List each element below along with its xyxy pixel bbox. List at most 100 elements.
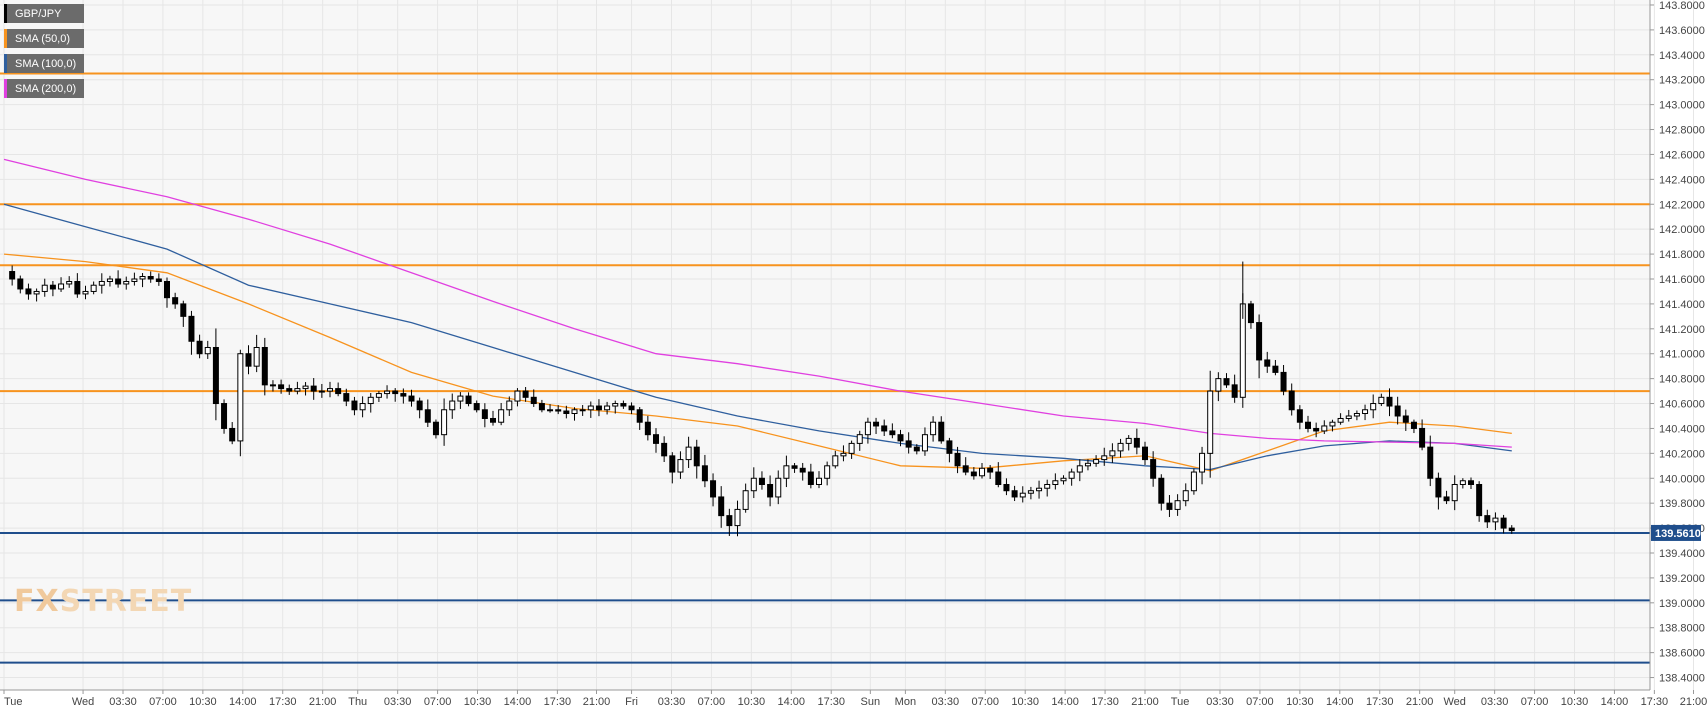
candle-bearish (180, 303, 187, 317)
candle-bullish (106, 278, 113, 282)
x-tick-label: 03:30 (1481, 696, 1509, 708)
candle-bullish (302, 385, 309, 390)
candle-bullish (1019, 492, 1026, 498)
legend-item-sma-200[interactable]: SMA (200,0) (4, 79, 85, 98)
y-tick-label: 139.8000 (1659, 498, 1705, 510)
y-tick-label: 140.6000 (1659, 399, 1705, 411)
candle-bearish (1443, 496, 1450, 502)
candle-bearish (726, 515, 733, 527)
candle-bearish (538, 403, 545, 411)
candle-bullish (1215, 378, 1222, 392)
candle-bullish (1207, 390, 1214, 454)
candle-bearish (970, 471, 977, 477)
candle-bearish (408, 395, 415, 402)
x-tick-label: 10:30 (1011, 696, 1039, 708)
sma-line (3, 203, 1512, 471)
candle-bearish (1142, 446, 1148, 461)
candle-bullish (1378, 396, 1385, 405)
candle-bullish (1182, 490, 1189, 502)
candle-bearish (1500, 517, 1507, 529)
candle-bearish (1256, 322, 1263, 361)
candle-bearish (392, 390, 399, 395)
candle-bearish (424, 409, 431, 423)
candle-bearish (718, 496, 725, 517)
x-tick-label: Thu (348, 696, 367, 708)
candle-bearish (962, 465, 969, 473)
x-tick-label: Wed (72, 696, 94, 708)
y-tick-label: 138.6000 (1659, 648, 1705, 660)
candle-bearish (522, 390, 529, 398)
legend-item-sma-100[interactable]: SMA (100,0) (4, 54, 85, 73)
candle-bearish (1288, 390, 1295, 411)
candle-bullish (1329, 421, 1336, 427)
candle-bullish (58, 283, 65, 290)
x-tick-label: 14:00 (1326, 696, 1354, 708)
x-tick-label: Wed (1443, 696, 1465, 708)
candle-bearish (490, 417, 496, 423)
legend-swatch-sma-200 (4, 79, 7, 98)
candle-bullish (1068, 471, 1075, 479)
candle-bearish (1508, 527, 1515, 532)
candle-bullish (1451, 483, 1458, 502)
candle-bullish (848, 442, 855, 454)
candle-bullish (318, 390, 325, 393)
candle-bearish (465, 395, 472, 405)
legend-label-sma-200: SMA (200,0) (15, 82, 77, 95)
x-tick-label: 03:30 (384, 696, 412, 708)
y-tick-label: 140.2000 (1659, 448, 1705, 460)
candle-bearish (172, 297, 179, 305)
candle-bearish (1158, 477, 1165, 504)
candle-bullish (979, 467, 985, 477)
candle-bearish (1410, 421, 1417, 429)
candle-bearish (473, 403, 480, 411)
candle-bearish (278, 384, 285, 390)
x-tick-label: 17:30 (1641, 696, 1669, 708)
candle-bearish (595, 405, 602, 411)
legend-item-sma-50[interactable]: SMA (50,0) (4, 29, 85, 48)
candle-bullish (1199, 452, 1206, 473)
y-tick-label: 143.2000 (1659, 75, 1705, 87)
candle-bearish (343, 393, 350, 402)
x-tick-label: 07:00 (1521, 696, 1549, 708)
candle-bearish (873, 421, 880, 427)
candle-bearish (196, 340, 203, 355)
candle-bearish (1484, 515, 1491, 523)
candle-bearish (1419, 427, 1426, 448)
candle-bearish (164, 280, 170, 299)
x-tick-label: 03:30 (932, 696, 960, 708)
candle-bullish (930, 421, 937, 436)
legend-label-sma-100: SMA (100,0) (15, 57, 77, 70)
candle-bearish (1264, 359, 1271, 367)
y-tick-label: 141.6000 (1659, 274, 1705, 286)
y-tick-label: 143.0000 (1659, 100, 1705, 112)
candle-bearish (212, 346, 219, 405)
candle-bullish (506, 400, 513, 411)
candle-bearish (49, 284, 56, 290)
candle-bearish (416, 400, 423, 411)
candle-bullish (139, 275, 146, 280)
legend-item-gbpjpy[interactable]: GBP/JPY (4, 4, 85, 23)
candle-bullish (1117, 442, 1124, 452)
candle-bullish (253, 346, 260, 367)
candle-bullish (1052, 480, 1059, 485)
x-axis-ticks: Tue Wed 03:30 07:00 10:30 14:00 17:30 21:00 Thu 0… (3, 690, 1707, 708)
candle-bearish (400, 393, 407, 397)
candle-bearish (555, 409, 562, 412)
candle-bearish (807, 471, 814, 485)
candle-bullish (1076, 465, 1083, 473)
candle-bearish (1468, 480, 1474, 485)
y-tick-label: 142.0000 (1659, 224, 1705, 236)
candle-bullish (1060, 477, 1067, 482)
y-tick-label: 142.4000 (1659, 174, 1705, 186)
y-tick-label: 141.2000 (1659, 324, 1705, 336)
candle-bullish (1321, 425, 1328, 432)
candle-bullish (131, 278, 138, 282)
candle-bullish (547, 409, 554, 412)
candle-bearish (310, 385, 317, 392)
candle-bullish (742, 490, 749, 510)
y-tick-label: 143.8000 (1659, 0, 1705, 12)
y-tick-label: 143.6000 (1659, 25, 1705, 37)
candle-bearish (335, 388, 342, 395)
candle-bearish (767, 483, 774, 498)
candle-bullish (66, 280, 73, 285)
